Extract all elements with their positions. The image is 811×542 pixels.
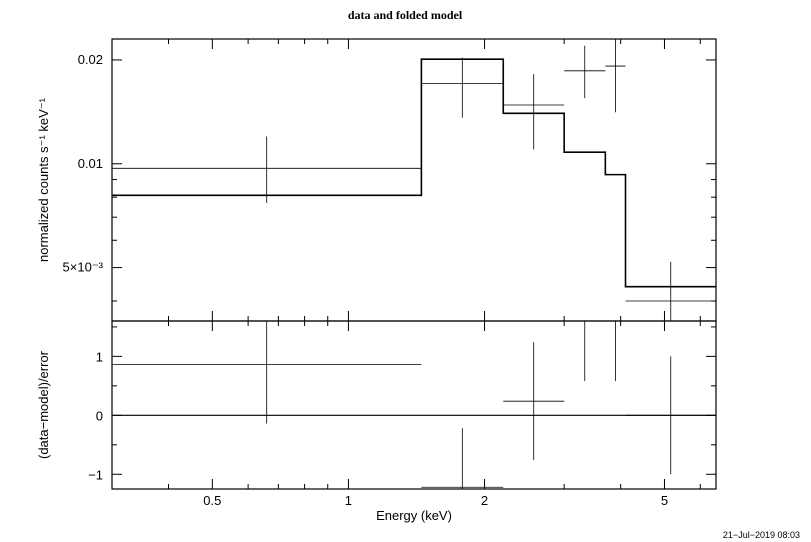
bottom-y-tick-label: −1 xyxy=(88,467,103,482)
x-tick-label: 2 xyxy=(481,493,488,508)
data-points xyxy=(112,39,716,321)
timestamp: 21−Jul−2019 08:03 xyxy=(723,530,800,540)
x-tick-label: 0.5 xyxy=(203,493,221,508)
folded-model xyxy=(112,58,716,288)
bottom-y-axis-label: (data−model)/error xyxy=(36,350,51,459)
bottom-panel-frame xyxy=(111,320,717,490)
top-y-tick-label: 0.01 xyxy=(78,156,103,171)
tick-labels: 0.5 1 2 5 0.02 0.01 5×10⁻³ 1 0 −1 xyxy=(63,52,669,508)
x-tick-label: 1 xyxy=(345,493,352,508)
axis-ticks xyxy=(111,39,716,489)
x-axis-label: Energy (keV) xyxy=(376,508,452,523)
residual-points xyxy=(112,320,716,489)
top-y-axis-label: normalized counts s⁻¹ keV⁻¹ xyxy=(36,97,51,262)
bottom-y-tick-label: 0 xyxy=(96,408,103,423)
bottom-y-tick-label: 1 xyxy=(96,349,103,364)
x-tick-label: 5 xyxy=(661,493,668,508)
top-y-tick-label: 5×10⁻³ xyxy=(63,260,104,275)
model-step-line xyxy=(112,58,716,288)
top-y-tick-label: 0.02 xyxy=(78,52,103,67)
chart-title: data and folded model xyxy=(348,8,463,22)
